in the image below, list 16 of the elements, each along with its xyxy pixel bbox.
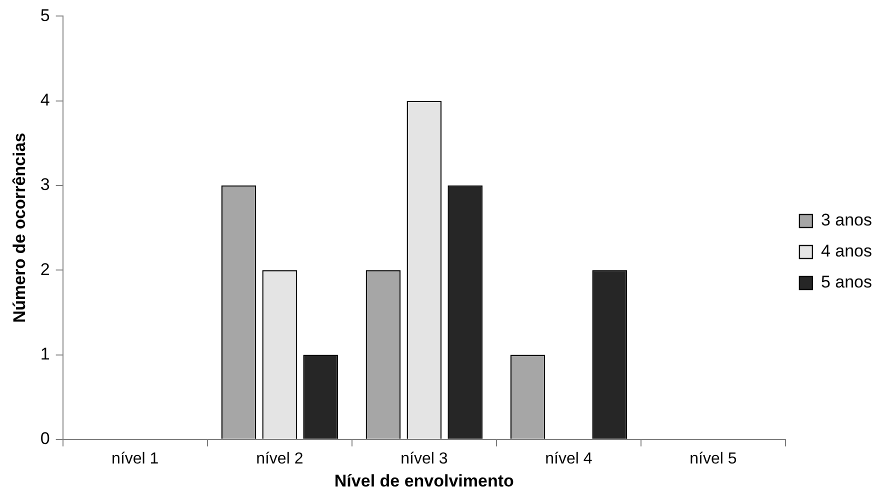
y-tick-label: 0 [40, 429, 50, 448]
x-tick-label: nível 1 [112, 450, 159, 468]
legend-label: 5 anos [820, 272, 872, 292]
x-tick-label: nível 4 [545, 450, 592, 468]
x-axis-title: Nível de envolvimento [334, 471, 514, 490]
x-tick-label: nível 3 [400, 450, 448, 468]
y-axis-title: Número de ocorrências [10, 132, 29, 323]
y-tick-label: 2 [40, 260, 50, 279]
x-tick-label: nível 5 [690, 450, 737, 468]
x-tick-label: nível 2 [256, 450, 304, 468]
legend-label: 3 anos [820, 210, 872, 230]
legend-label: 4 anos [820, 242, 872, 261]
y-tick-label: 5 [40, 6, 50, 25]
y-tick-label: 4 [40, 90, 50, 110]
y-tick-label: 1 [40, 344, 50, 364]
y-tick-label: 3 [40, 175, 50, 194]
